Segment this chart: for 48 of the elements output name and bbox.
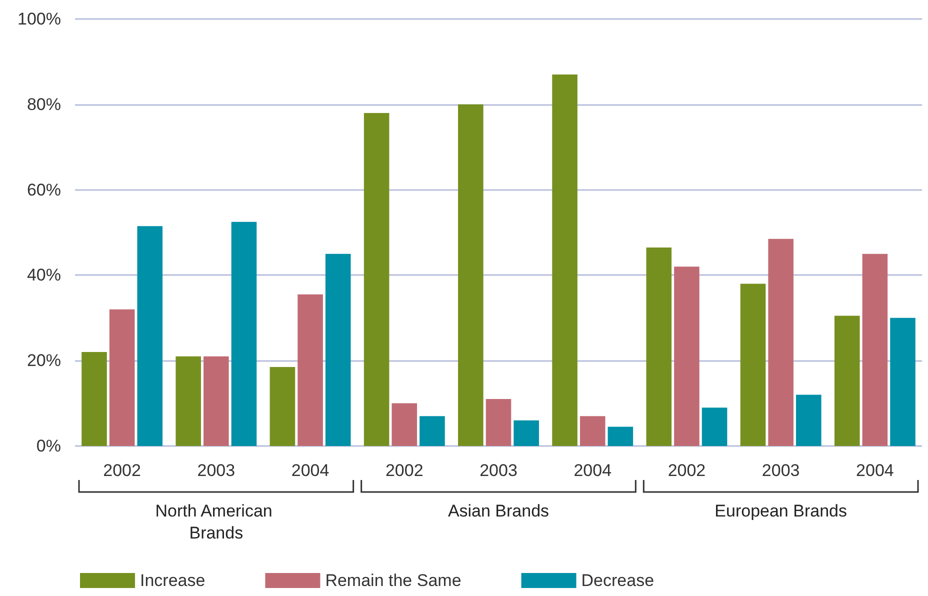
bar <box>392 403 418 446</box>
text: Asian Brands <box>448 502 550 520</box>
y-tick-label: 60% <box>26 180 61 200</box>
bar <box>364 112 390 446</box>
bar <box>834 316 860 446</box>
bar <box>204 356 229 446</box>
bar <box>514 420 539 446</box>
bar <box>109 309 135 446</box>
bar <box>552 74 578 446</box>
x-tick-label: 2003 <box>197 461 236 480</box>
bar <box>325 254 351 446</box>
x-tick-label: 2002 <box>668 461 706 480</box>
x-tick-label: 2004 <box>291 461 330 480</box>
bar <box>862 254 888 446</box>
bar <box>890 318 916 446</box>
bar <box>796 394 822 446</box>
bar <box>298 294 323 446</box>
bar <box>270 367 296 446</box>
x-tick-label: 2003 <box>480 461 518 480</box>
legend-label: Decrease <box>581 571 654 590</box>
x-tick-label: 2003 <box>762 461 800 480</box>
y-tick-label: 80% <box>26 94 61 114</box>
legend-label: Increase <box>140 571 206 590</box>
bar <box>137 226 163 446</box>
text: North American Brands <box>155 502 278 542</box>
y-tick-label: 100% <box>18 10 61 28</box>
x-tick-label: 2004 <box>574 461 612 480</box>
x-tick-label: 2002 <box>103 461 141 480</box>
bar <box>420 416 445 446</box>
x-tick-label: 2004 <box>856 461 894 480</box>
y-tick-label: 40% <box>26 266 61 285</box>
bar <box>580 416 606 446</box>
legend-label: Remain the Same <box>325 571 462 590</box>
text: European Brands <box>714 502 847 520</box>
y-tick-label: 0% <box>36 436 61 456</box>
bar <box>176 356 201 446</box>
bar <box>702 408 728 446</box>
bar <box>768 238 794 446</box>
y-tick-label: 20% <box>26 351 61 370</box>
bar <box>486 399 512 446</box>
bar <box>674 266 700 446</box>
bar <box>740 284 766 446</box>
x-tick-label: 2002 <box>385 461 424 480</box>
bar <box>82 352 107 446</box>
bar <box>458 104 484 446</box>
bar <box>608 426 634 446</box>
bar <box>231 222 257 446</box>
bar <box>646 247 672 446</box>
